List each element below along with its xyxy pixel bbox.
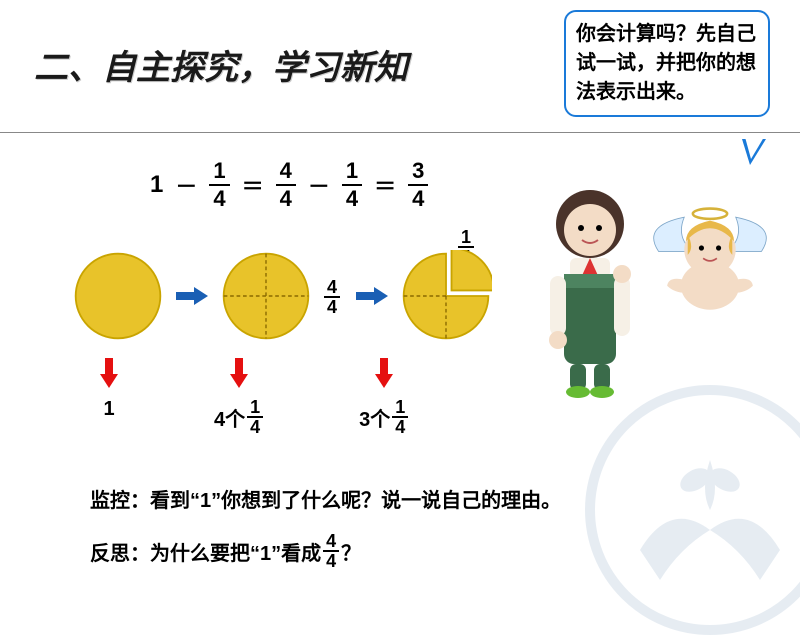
reflect-label: 反思： bbox=[90, 537, 150, 566]
reflect-text-b: ？ bbox=[341, 537, 361, 566]
arrow-right-icon bbox=[176, 286, 208, 306]
eq-frac-1-4b: 1 4 bbox=[342, 160, 362, 210]
below-label-1: 1 bbox=[103, 398, 114, 421]
below-label-3-prefix: 3个 bbox=[359, 403, 390, 432]
eq-minus-2: － bbox=[304, 169, 334, 201]
eq-frac-1-4: 1 4 bbox=[209, 160, 229, 210]
eq-whole-1: 1 bbox=[150, 171, 163, 199]
monitor-line: 监控： 看到“1”你想到了什么呢？说一说自己的理由。 bbox=[90, 484, 561, 513]
circle-whole bbox=[72, 250, 164, 342]
angel-character-icon bbox=[650, 200, 770, 320]
below-labels-row: 1 4个 1 4 3个 1 4 bbox=[72, 358, 572, 436]
arrow-down-icon bbox=[100, 358, 118, 388]
reflect-frac: 4 4 bbox=[323, 532, 339, 570]
monitor-text: 看到“1”你想到了什么呢？说一说自己的理由。 bbox=[150, 484, 561, 513]
equation: 1 － 1 4 ＝ 4 4 － 1 4 ＝ 3 4 bbox=[150, 160, 428, 210]
below-label-2-prefix: 4个 bbox=[214, 403, 245, 432]
circle-diagram-row: 4 4 bbox=[72, 250, 492, 342]
arrow-down-icon bbox=[230, 358, 248, 388]
four-fourths-label: 4 4 bbox=[324, 277, 340, 316]
eq-frac-4-4: 4 4 bbox=[276, 160, 296, 210]
girl-character-icon bbox=[530, 180, 650, 400]
eq-equals-2: ＝ bbox=[370, 169, 400, 201]
horizontal-rule bbox=[0, 132, 800, 133]
slide: 二、自主探究，学习新知 你会计算吗？先自己试一试，并把你的想法表示出来。 1 －… bbox=[0, 0, 800, 600]
arrow-right-icon bbox=[356, 286, 388, 306]
eq-equals-1: ＝ bbox=[238, 169, 268, 201]
speech-bubble: 你会计算吗？先自己试一试，并把你的想法表示出来。 bbox=[564, 10, 770, 117]
eq-frac-3-4: 3 4 bbox=[408, 160, 428, 210]
reflect-text-a: 为什么要把“1”看成 bbox=[150, 537, 321, 566]
below-item-2: 4个 1 4 bbox=[214, 358, 263, 436]
below-label-3-frac: 1 4 bbox=[392, 398, 408, 436]
speech-bubble-text: 你会计算吗？先自己试一试，并把你的想法表示出来。 bbox=[576, 20, 758, 107]
arrow-down-icon bbox=[375, 358, 393, 388]
circle-quarters bbox=[220, 250, 312, 342]
circle-three-quarters bbox=[400, 250, 492, 342]
monitor-label: 监控： bbox=[90, 484, 150, 513]
below-item-1: 1 bbox=[100, 358, 118, 436]
watermark-icon bbox=[580, 380, 800, 640]
eq-minus: － bbox=[171, 169, 201, 201]
below-item-3: 3个 1 4 bbox=[359, 358, 408, 436]
reflect-line: 反思： 为什么要把“1”看成 4 4 ？ bbox=[90, 532, 361, 570]
below-label-2-frac: 1 4 bbox=[247, 398, 263, 436]
